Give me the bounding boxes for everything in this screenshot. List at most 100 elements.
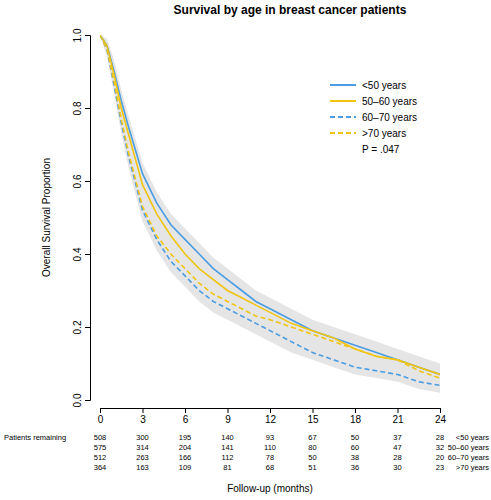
risk-count: 512: [94, 453, 107, 462]
legend-label: >70 years: [362, 128, 406, 139]
risk-count: 38: [351, 453, 359, 462]
x-axis-title: Follow-up (months): [227, 483, 313, 494]
risk-count: 78: [266, 453, 274, 462]
axis-line: [85, 36, 91, 401]
legend-key: [330, 132, 356, 134]
tick-label: 0: [98, 414, 104, 425]
legend-label: <50 years: [362, 80, 406, 91]
confidence-band: [100, 35, 440, 393]
tick: 6: [183, 408, 189, 425]
risk-count: 50: [351, 433, 359, 442]
chart: Survival by age in breast cancer patient…: [0, 0, 491, 500]
tick-label: 24: [435, 414, 447, 425]
tick: 0: [98, 408, 104, 425]
tick-label: 12: [265, 414, 277, 425]
tick: 3: [140, 408, 146, 425]
risk-count: 110: [264, 443, 276, 452]
risk-count: 50: [308, 453, 316, 462]
risk-count: 37: [393, 433, 401, 442]
risk-count: 68: [266, 463, 274, 472]
risk-count: 36: [351, 463, 359, 472]
risk-row-label: 50–60 years: [448, 443, 490, 452]
tick-label: 3: [140, 414, 146, 425]
tick-mark: [398, 408, 399, 413]
survival-line: [100, 35, 440, 385]
y-axis: 0.0 0.2 0.4 0.6 0.8 1.0: [72, 28, 91, 407]
survival-line: [100, 35, 440, 378]
risk-count: 364: [94, 463, 107, 472]
tick-label: 0.0: [72, 393, 83, 407]
tick-mark: [85, 181, 90, 182]
tick-mark: [355, 408, 356, 413]
tick-mark: [85, 327, 90, 328]
tick: 24: [435, 408, 447, 425]
tick-mark: [228, 408, 229, 413]
axis-line: [101, 409, 441, 414]
risk-count: 112: [222, 453, 234, 462]
tick-label: 0.2: [72, 320, 83, 334]
tick-label: 0.6: [72, 174, 83, 188]
tick-mark: [270, 408, 271, 413]
risk-count: 141: [221, 443, 234, 452]
tick-mark: [85, 35, 90, 36]
tick-label: 0.4: [72, 247, 83, 261]
annotation: P = .047: [362, 144, 400, 155]
legend-label: 50–60 years: [362, 96, 417, 107]
risk-count: 166: [179, 453, 192, 462]
risk-count: 30: [393, 463, 401, 472]
tick: 0.0: [72, 393, 90, 407]
risk-count: 47: [393, 443, 401, 452]
tick-mark: [85, 108, 90, 109]
legend-key: [330, 84, 356, 86]
x-axis: 0 3 6 9 12 15 18 21 24: [98, 408, 447, 425]
risk-count: 80: [308, 443, 316, 452]
risk-table: Patients remaining5083001951409367503728…: [4, 433, 489, 472]
tick-label: 0.8: [72, 101, 83, 115]
tick-mark: [85, 400, 90, 401]
risk-count: 575: [94, 443, 107, 452]
tick-label: 15: [307, 414, 319, 425]
risk-count: 140: [221, 433, 234, 442]
legend: <50 years 50–60 years 60–70 years >70 years…: [330, 80, 417, 155]
legend-label: 60–70 years: [362, 112, 417, 123]
risk-table-label: Patients remaining: [4, 433, 66, 442]
plot-area: [100, 35, 440, 393]
tick-mark: [313, 408, 314, 413]
tick-label: 1.0: [72, 28, 83, 42]
risk-count: 28: [393, 453, 401, 462]
tick: 0.2: [72, 320, 90, 334]
tick: 0.4: [72, 247, 90, 261]
risk-count: 109: [179, 463, 192, 472]
risk-count: 204: [179, 443, 192, 452]
risk-count: 23: [436, 463, 444, 472]
tick-mark: [440, 408, 441, 413]
survival-line: [100, 35, 440, 374]
risk-count: 28: [436, 433, 444, 442]
risk-count: 51: [308, 463, 316, 472]
risk-count: 508: [94, 433, 107, 442]
risk-count: 263: [136, 453, 149, 462]
risk-count: 60: [351, 443, 359, 452]
tick-mark: [185, 408, 186, 413]
tick: 1.0: [72, 28, 90, 42]
risk-count: 314: [136, 443, 149, 452]
risk-row-label: 60–70 years: [448, 453, 490, 462]
title: Survival by age in breast cancer patient…: [174, 3, 407, 17]
tick: 9: [225, 408, 231, 425]
tick-mark: [143, 408, 144, 413]
tick: 21: [392, 408, 404, 425]
tick-mark: [100, 408, 101, 413]
tick: 18: [350, 408, 362, 425]
risk-count: 163: [136, 463, 149, 472]
risk-count: 81: [223, 463, 231, 472]
tick: 15: [307, 408, 319, 425]
tick: 0.8: [72, 101, 90, 115]
risk-count: 20: [436, 453, 444, 462]
risk-count: 93: [266, 433, 274, 442]
risk-count: 32: [436, 443, 444, 452]
tick-mark: [85, 254, 90, 255]
tick-label: 6: [183, 414, 189, 425]
tick: 12: [265, 408, 277, 425]
legend-key: [330, 100, 356, 102]
legend-key: [330, 116, 356, 118]
